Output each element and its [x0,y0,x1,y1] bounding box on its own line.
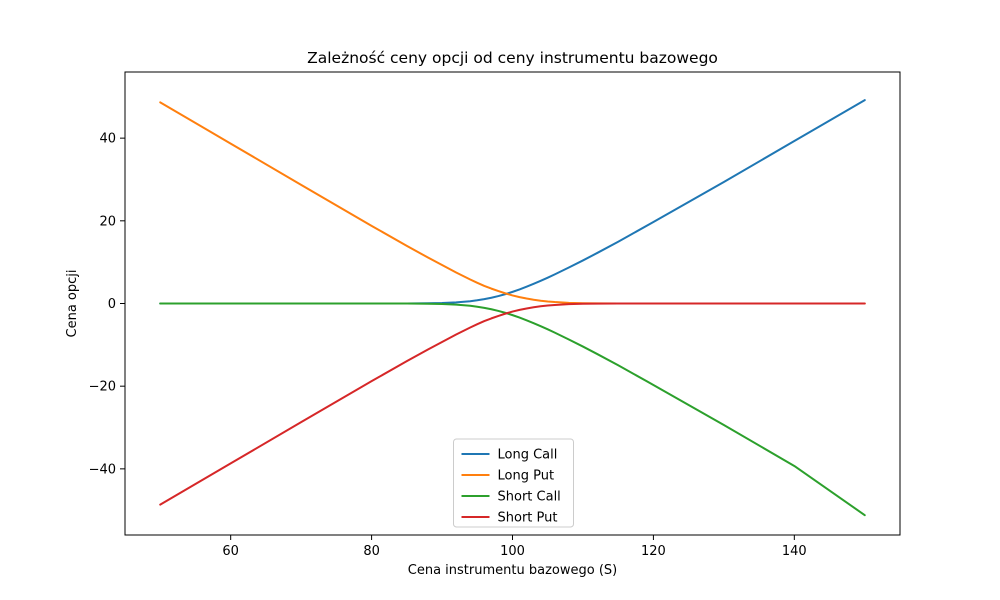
legend-label: Short Put [498,511,558,526]
legend: Long Call Long Put Short Call Short Put [453,438,574,528]
y-tick-label: 0 [108,297,116,312]
x-tick-label: 120 [641,544,666,559]
legend-label: Short Call [498,490,561,505]
x-tick-label: 100 [500,544,525,559]
x-axis-title: Cena instrumentu bazowego (S) [408,563,617,578]
x-tick-label: 140 [782,544,807,559]
series-line-short-put [159,302,866,506]
legend-label: Long Put [498,469,555,484]
x-tick-label: 60 [222,544,239,559]
x-axis-ticks: 60 80 100 120 140 [222,535,807,559]
legend-box [453,438,574,528]
y-tick-label: −40 [89,462,116,477]
chart-title: Zależność ceny opcji od ceny instrumentu… [307,49,718,67]
legend-label: Long Call [498,448,558,463]
y-tick-label: 40 [99,132,116,147]
series-layer [159,99,866,517]
series-line-short-call [159,302,866,517]
y-tick-label: 20 [99,214,116,229]
y-axis-title: Cena opcji [65,270,80,338]
y-axis-ticks: −40 −20 0 20 40 [89,132,125,477]
y-tick-label: −20 [89,380,116,395]
x-tick-label: 80 [363,544,380,559]
